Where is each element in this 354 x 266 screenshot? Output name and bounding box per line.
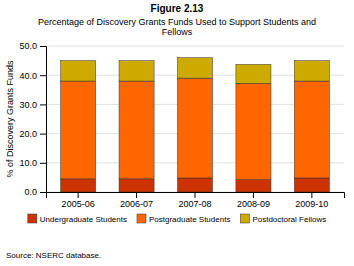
chart: Figure 2.13 Percentage of Discovery Grant… — [0, 0, 354, 266]
tick: 10.0 — [19, 158, 46, 168]
legend-item: Postdoctoral Fellows — [240, 214, 326, 224]
axis-line — [47, 193, 345, 199]
bar — [236, 64, 271, 83]
bar — [294, 178, 329, 192]
axis-line — [40, 47, 47, 193]
tick: 2008-09 — [237, 192, 270, 209]
tick-mark — [40, 104, 46, 105]
tick-mark — [136, 192, 137, 198]
bar — [119, 61, 154, 81]
bar — [294, 81, 329, 178]
bar — [177, 178, 212, 192]
tick-mark — [40, 163, 46, 164]
tick-mark — [253, 192, 254, 198]
grid-line — [46, 46, 344, 47]
tick-label: 10.0 — [19, 158, 37, 168]
y-axis: 0.0 10.0 20.0 30.0 40.0 50.0 — [19, 41, 46, 197]
plot: 0.010.020.030.040.050.02005-062006-07200… — [19, 41, 344, 209]
tick-label: 2005-06 — [62, 199, 95, 209]
tick: 0.0 — [24, 187, 46, 197]
bars — [61, 58, 330, 192]
subtitle-line: Percentage of Discovery Grants Funds Use… — [38, 17, 316, 27]
bar — [119, 179, 154, 192]
tick: 2007-08 — [178, 192, 211, 209]
tick: 50.0 — [19, 41, 46, 51]
legend-label: Undergraduate Students — [40, 215, 127, 224]
legend-item: Undergraduate Students — [28, 214, 127, 224]
subtitle-line: Fellows — [162, 27, 193, 37]
title: Figure 2.13 — [151, 3, 204, 14]
tick-mark — [78, 192, 79, 198]
annotation: Source: NSERC database. — [6, 251, 101, 260]
tick-label: 50.0 — [19, 41, 37, 51]
tick-mark — [195, 192, 196, 198]
bar — [236, 83, 271, 179]
bar — [177, 78, 212, 178]
tick-mark — [311, 192, 312, 198]
bar — [294, 61, 329, 81]
tick-label: 40.0 — [19, 71, 37, 81]
bar — [61, 179, 96, 192]
tick-mark — [40, 192, 46, 193]
tick-mark — [40, 134, 46, 135]
legend-item: Postgraduate Students — [137, 214, 230, 224]
tick-label: 30.0 — [19, 100, 37, 110]
bar — [61, 81, 96, 179]
tick-label: 2006-07 — [120, 199, 153, 209]
tick-mark — [40, 75, 46, 76]
tick: 2009-10 — [295, 192, 328, 209]
x-axis: 2005-06 2006-07 2007-08 2008-09 2009-10 — [47, 192, 345, 209]
legend-label: Postdoctoral Fellows — [252, 215, 326, 224]
bar — [119, 81, 154, 179]
tick-label: 20.0 — [19, 129, 37, 139]
tick: 2005-06 — [62, 192, 95, 209]
tick-label: 2009-10 — [295, 199, 328, 209]
axis-title: % of Discovery Grants Funds — [5, 60, 15, 178]
bar — [61, 61, 96, 81]
tick-label: 0.0 — [24, 187, 37, 197]
tick: 30.0 — [19, 100, 46, 110]
grid — [46, 46, 344, 192]
legend-swatch — [240, 214, 249, 223]
tick: 40.0 — [19, 71, 46, 81]
bar — [177, 58, 212, 78]
tick: 2006-07 — [120, 192, 153, 209]
legend-swatch — [28, 214, 37, 223]
tick-label: 2007-08 — [178, 199, 211, 209]
legend-label: Postgraduate Students — [149, 215, 230, 224]
legend-swatch — [137, 214, 146, 223]
series — [61, 58, 330, 84]
series — [61, 78, 330, 180]
legend: Undergraduate Students Postgraduate Stude… — [28, 214, 326, 224]
series — [61, 178, 330, 192]
tick-label: 2008-09 — [237, 199, 270, 209]
tick-mark — [40, 46, 46, 47]
tick: 20.0 — [19, 129, 46, 139]
bar — [236, 180, 271, 192]
subtitle: Percentage of Discovery Grants Funds Use… — [38, 17, 316, 37]
